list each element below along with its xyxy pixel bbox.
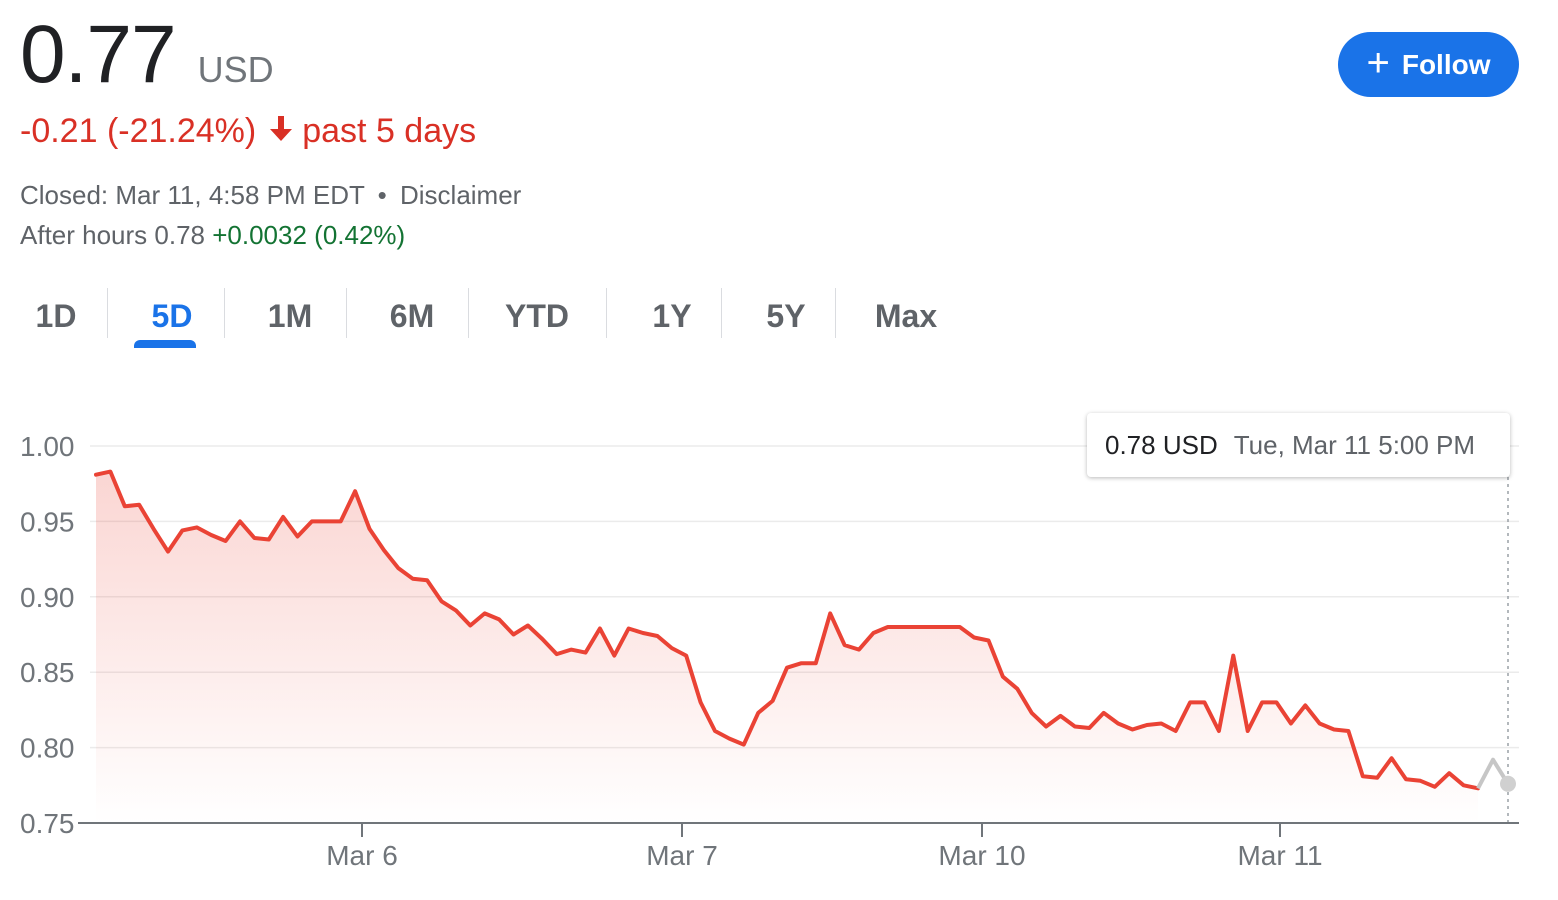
price-line <box>94 469 1480 791</box>
x-tick-label: Mar 11 <box>1237 840 1322 871</box>
tab-6m[interactable]: 6M <box>389 297 435 334</box>
current-price: 0.77 <box>20 9 177 100</box>
after-hours-label: After hours 0.78 <box>20 220 205 250</box>
tab-divider <box>468 288 469 338</box>
price-chart[interactable]: 1.00 0.95 0.90 0.85 0.80 0.75 Mar 6 Mar 7 Mar 10… <box>0 400 1558 880</box>
after-hours-change: +0.0032 (0.42%) <box>212 220 406 250</box>
tab-max[interactable]: Max <box>874 297 938 334</box>
tab-1d[interactable]: 1D <box>35 297 77 334</box>
market-status: Closed: Mar 11, 4:58 PM EDT • Disclaimer <box>20 180 521 211</box>
after-hours-line <box>1476 757 1510 790</box>
tab-divider <box>721 288 722 338</box>
follow-button-label: Follow <box>1401 48 1491 80</box>
disclaimer-link[interactable]: Disclaimer <box>399 180 522 210</box>
y-tick-label: 0.90 <box>20 582 75 613</box>
tab-1y[interactable]: 1Y <box>652 297 692 334</box>
y-tick-label: 0.75 <box>20 808 75 839</box>
x-tick-label: Mar 7 <box>646 840 718 871</box>
y-tick-label: 0.85 <box>20 657 75 688</box>
y-tick-label: 1.00 <box>20 431 75 462</box>
tab-divider <box>346 288 347 338</box>
tooltip-value: 0.78 USD <box>1105 429 1218 460</box>
arrow-down-icon <box>268 112 294 151</box>
plus-icon: + <box>1366 40 1390 85</box>
tooltip-date: Tue, Mar 11 5:00 PM <box>1233 429 1476 460</box>
tab-5y[interactable]: 5Y <box>766 297 806 334</box>
price-change: -0.21 (-21.24%) past 5 days <box>20 112 476 151</box>
x-tick-label: Mar 6 <box>326 840 398 871</box>
separator-dot: • <box>377 180 387 210</box>
y-tick-label: 0.80 <box>20 733 75 764</box>
closed-text: Closed: Mar 11, 4:58 PM EDT <box>20 180 365 210</box>
change-period: past 5 days <box>302 112 477 150</box>
change-value: -0.21 (-21.24%) <box>20 112 257 150</box>
tab-ytd[interactable]: YTD <box>505 297 569 334</box>
tab-divider <box>224 288 225 338</box>
hover-point <box>1500 775 1516 792</box>
price-area-fill <box>96 471 1478 823</box>
x-tick-label: Mar 10 <box>938 840 1025 871</box>
tab-divider <box>835 288 836 338</box>
tab-1m[interactable]: 1M <box>267 297 313 334</box>
price-row: 0.77 USD <box>20 14 274 96</box>
tab-5d[interactable]: 5D <box>151 297 193 334</box>
tab-divider <box>606 288 607 338</box>
after-hours-row: After hours 0.78 +0.0032 (0.42%) <box>20 220 405 251</box>
tab-divider <box>107 288 108 338</box>
active-tab-indicator <box>134 340 196 348</box>
y-tick-label: 0.95 <box>20 506 75 537</box>
chart-tooltip: 0.78 USD Tue, Mar 11 5:00 PM <box>1087 413 1510 477</box>
follow-button[interactable]: + Follow <box>1338 32 1519 97</box>
currency-label: USD <box>197 49 274 90</box>
